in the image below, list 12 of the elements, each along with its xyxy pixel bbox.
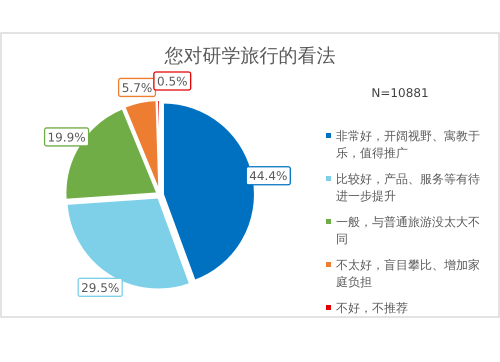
legend-label: 不好，不推荐 bbox=[336, 301, 408, 315]
chart-title: 您对研学旅行的看法 bbox=[164, 45, 336, 67]
data-label: 19.9% bbox=[48, 130, 86, 144]
text: N=10881 bbox=[371, 86, 429, 100]
data-label: 44.4% bbox=[249, 169, 288, 184]
legend-label: 非常好，开阔视野、寓教于乐，值得推广 bbox=[336, 129, 480, 160]
data-label: 5.7% bbox=[122, 80, 152, 95]
legend-label: 一般，与普通旅游没太大不同 bbox=[336, 215, 480, 246]
data-label: 0.5% bbox=[157, 74, 188, 89]
legend-label: 不太好，盲目攀比、增加家庭负担 bbox=[336, 258, 480, 289]
data-label: 29.5% bbox=[81, 280, 120, 295]
legend-label: 比较好，产品、服务等有待进一步提升 bbox=[336, 172, 480, 203]
